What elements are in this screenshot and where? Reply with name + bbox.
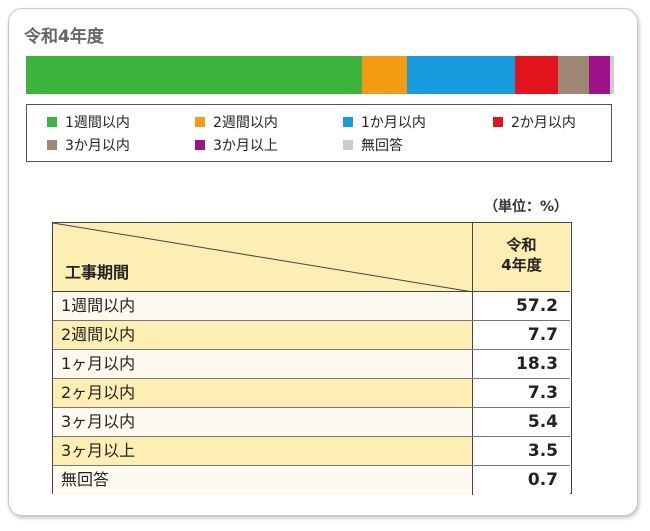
- row-category: 2週間以内: [53, 321, 473, 349]
- table-row: 2ヶ月以内 7.3: [53, 379, 570, 408]
- legend-swatch: [343, 140, 353, 150]
- row-value: 57.2: [473, 292, 570, 320]
- column-header-line1: 令和: [506, 236, 537, 254]
- row-category: 1ヶ月以内: [53, 350, 473, 378]
- row-value: 3.5: [473, 437, 570, 465]
- legend-swatch: [47, 117, 57, 127]
- header-diagonal-line: [53, 223, 473, 292]
- table-row: 1週間以内 57.2: [53, 292, 570, 321]
- bar-segment-1: [26, 56, 362, 94]
- column-header-line2: 4年度: [501, 256, 542, 274]
- legend-label: 2週間以内: [213, 115, 278, 131]
- legend-swatch: [195, 140, 205, 150]
- table-row: 3ヶ月以上 3.5: [53, 437, 570, 466]
- table-row: 1ヶ月以内 18.3: [53, 350, 570, 379]
- bar-segment-7: [609, 56, 614, 94]
- legend-label: 無回答: [361, 138, 403, 154]
- legend-label: 1週間以内: [65, 115, 130, 131]
- legend-swatch: [195, 117, 205, 127]
- bar-segment-2: [362, 56, 408, 94]
- bar-segment-5: [557, 56, 590, 94]
- chart-legend: 1週間以内 2週間以内 1か月以内 2か月以内 3か月以内 3か月以上 無回答: [26, 104, 612, 162]
- chart-title: 令和4年度: [24, 27, 104, 47]
- table-row: 無回答 0.7: [53, 466, 570, 495]
- unit-label: （単位：%）: [484, 199, 569, 215]
- legend-label: 3か月以上: [213, 138, 278, 154]
- legend-item: 2週間以内: [195, 112, 278, 132]
- legend-item: 1か月以内: [343, 112, 426, 132]
- legend-item: 3か月以内: [47, 135, 130, 155]
- legend-item: 2か月以内: [493, 112, 576, 132]
- legend-label: 1か月以内: [361, 115, 426, 131]
- row-category: 3ヶ月以上: [53, 437, 473, 465]
- legend-label: 2か月以内: [511, 115, 576, 131]
- row-value: 7.7: [473, 321, 570, 349]
- bar-segment-6: [589, 56, 610, 94]
- bar-segment-3: [407, 56, 515, 94]
- legend-swatch: [343, 117, 353, 127]
- row-category: 2ヶ月以内: [53, 379, 473, 407]
- legend-item: 1週間以内: [47, 112, 130, 132]
- row-category: 1週間以内: [53, 292, 473, 320]
- stacked-bar: [26, 56, 614, 94]
- table-column-header: 令和 4年度: [473, 223, 570, 292]
- row-category: 無回答: [53, 466, 473, 495]
- legend-label: 3か月以内: [65, 138, 130, 154]
- table-row: 2週間以内 7.7: [53, 321, 570, 350]
- row-value: 5.4: [473, 408, 570, 436]
- bar-segment-4: [514, 56, 558, 94]
- row-value: 18.3: [473, 350, 570, 378]
- table-row-header-cell: 工事期間: [53, 223, 473, 292]
- row-category: 3ヶ月以内: [53, 408, 473, 436]
- data-table: 工事期間 令和 4年度 1週間以内 57.2 2週間以内 7.7 1ヶ月以内 18.3 2ヶ…: [52, 222, 572, 495]
- legend-swatch: [493, 117, 503, 127]
- row-header-label: 工事期間: [65, 263, 130, 282]
- legend-item: 無回答: [343, 135, 403, 155]
- legend-item: 3か月以上: [195, 135, 278, 155]
- table-row: 3ヶ月以内 5.4: [53, 408, 570, 437]
- legend-swatch: [47, 140, 57, 150]
- row-value: 7.3: [473, 379, 570, 407]
- row-value: 0.7: [473, 466, 570, 495]
